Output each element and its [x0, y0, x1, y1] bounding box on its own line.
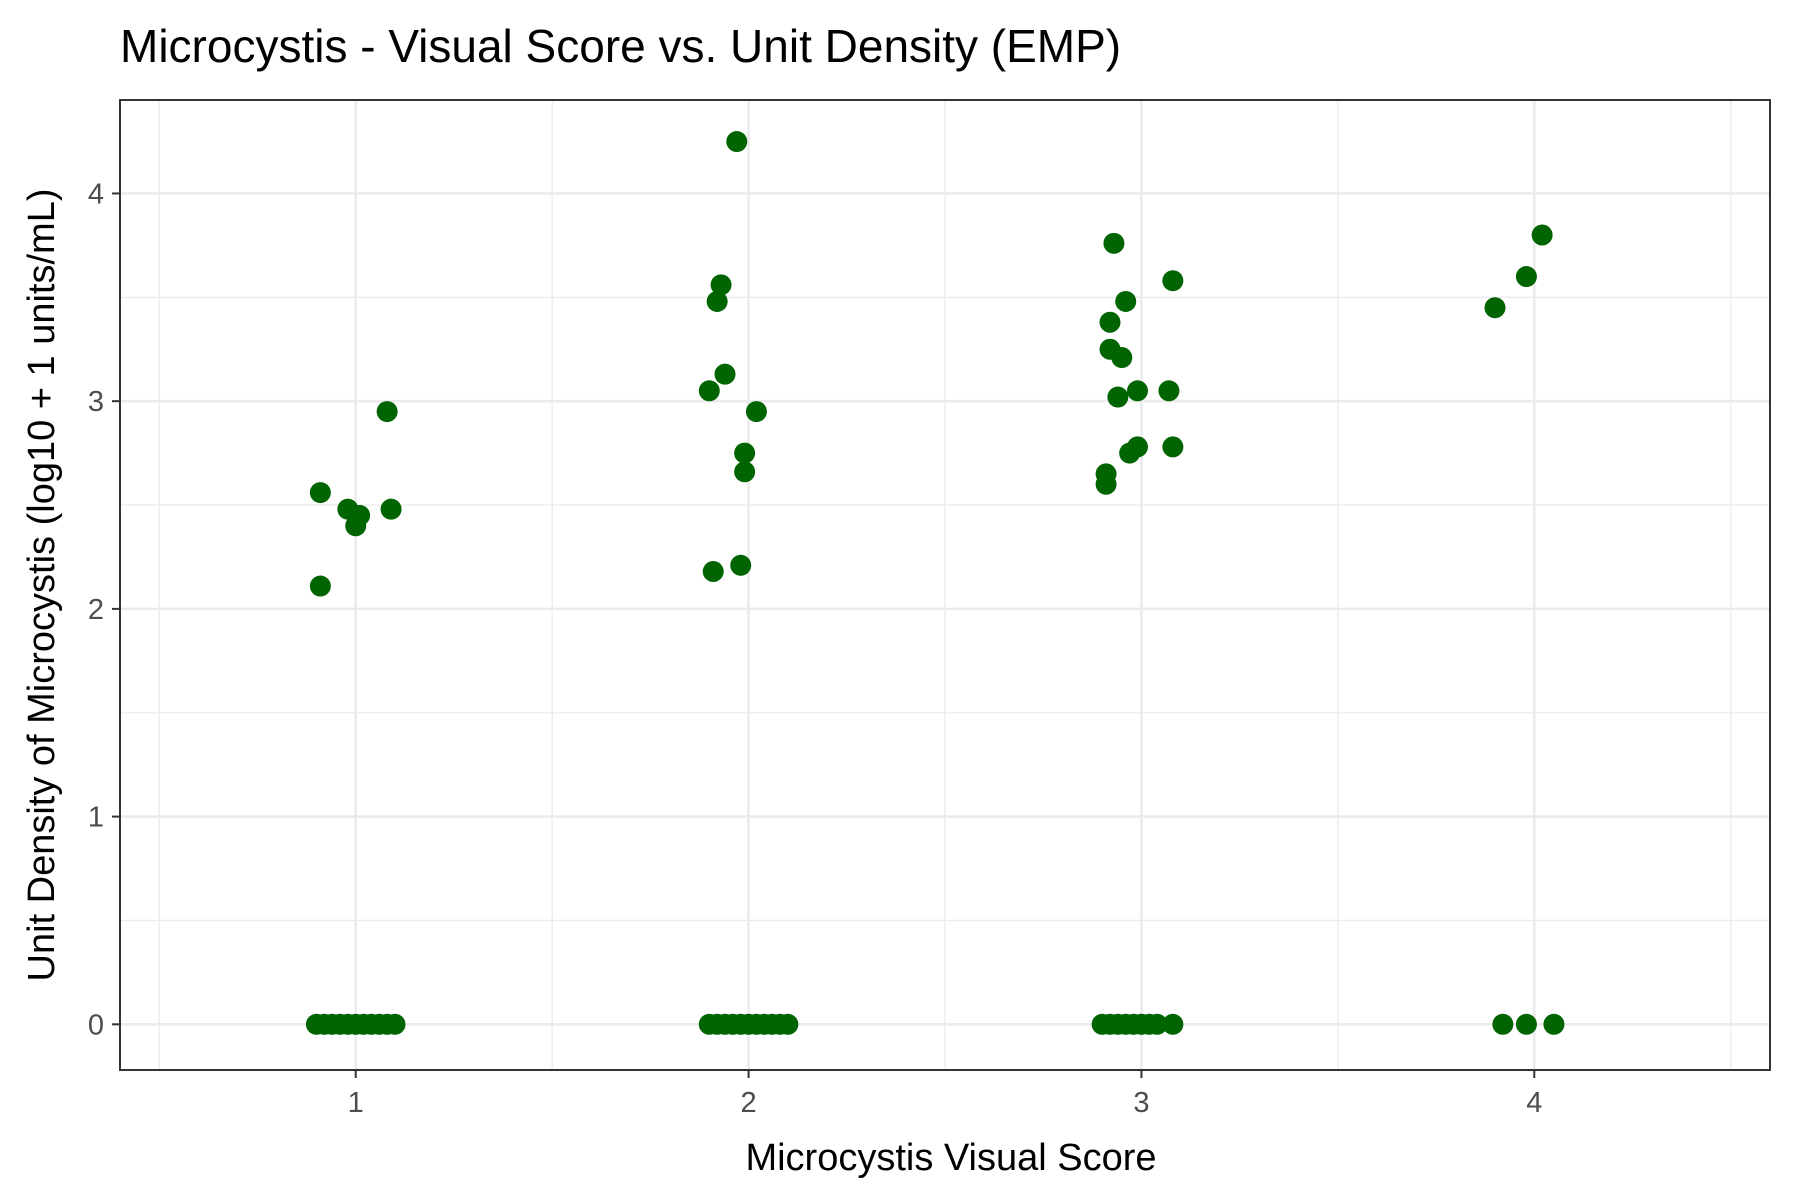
data-point	[714, 363, 736, 385]
data-point	[1107, 386, 1129, 408]
data-point	[710, 274, 732, 296]
y-tick-label: 4	[88, 178, 104, 210]
data-point	[1492, 1013, 1514, 1035]
y-tick-label: 3	[88, 386, 104, 418]
data-point	[1099, 311, 1121, 333]
data-point	[1515, 266, 1537, 288]
data-point	[734, 461, 756, 483]
data-point	[1119, 442, 1141, 464]
data-point	[698, 380, 720, 402]
data-point	[1127, 380, 1148, 402]
data-point	[777, 1013, 799, 1035]
x-tick-label: 4	[1526, 1087, 1542, 1119]
x-tick-label: 1	[348, 1087, 364, 1119]
data-point	[349, 504, 371, 526]
y-axis: 0 1 2 3 4	[88, 178, 120, 1041]
data-point	[1162, 1013, 1184, 1035]
x-tick-label: 2	[741, 1087, 757, 1119]
data-point	[1115, 290, 1137, 312]
data-point	[1484, 297, 1506, 319]
plot-panel-border	[119, 99, 1771, 1071]
y-tick-label: 0	[88, 1009, 104, 1041]
data-point	[706, 290, 728, 312]
x-axis: 1 2 3 4	[348, 1070, 1542, 1119]
y-tick-label: 1	[88, 802, 104, 834]
data-point	[309, 575, 331, 597]
data-point	[1158, 380, 1180, 402]
data-point	[309, 482, 331, 504]
data-point	[1111, 347, 1133, 369]
data-point	[380, 498, 402, 520]
data-point	[702, 560, 724, 582]
data-point	[726, 131, 748, 153]
data-points	[305, 131, 1565, 1035]
chart-title: Microcystis - Visual Score vs. Unit Dens…	[120, 20, 1121, 72]
data-point	[730, 554, 752, 576]
data-point	[734, 442, 756, 464]
y-tick-label: 2	[88, 594, 104, 626]
data-point	[1146, 1013, 1168, 1035]
data-point	[1162, 270, 1184, 292]
y-axis-title: Unit Density of Microcystis (log10 + 1 u…	[21, 189, 63, 982]
data-point	[1095, 473, 1117, 495]
data-point	[1543, 1013, 1565, 1035]
data-point	[1531, 224, 1553, 246]
data-point	[1162, 436, 1184, 458]
x-tick-label: 3	[1133, 1087, 1149, 1119]
data-point	[745, 401, 767, 423]
data-point	[384, 1013, 406, 1035]
grid-lines	[120, 100, 1770, 1070]
data-point	[376, 401, 398, 423]
data-point	[1515, 1013, 1537, 1035]
x-axis-title: Microcystis Visual Score	[745, 1137, 1156, 1179]
data-point	[1103, 232, 1125, 254]
